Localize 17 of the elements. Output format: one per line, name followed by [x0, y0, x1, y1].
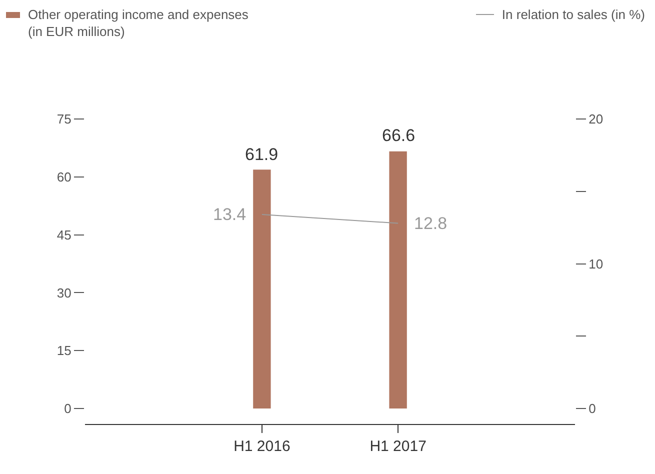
y-tick-label: 60 — [56, 169, 72, 184]
y-tick-label: 0 — [64, 401, 72, 416]
data-label: 12.8 — [414, 214, 448, 233]
data-label: 66.6 — [382, 126, 416, 145]
y-tick-label: 75 — [56, 112, 72, 127]
y-tick-label: 45 — [56, 227, 72, 242]
data-label: 61.9 — [245, 145, 278, 164]
y-tick-label: 15 — [56, 343, 72, 358]
x-tick-label: H1 2017 — [370, 438, 426, 455]
data-label: 13.4 — [213, 205, 246, 224]
x-tick-label: H1 2016 — [234, 438, 290, 455]
y2-tick-label: 10 — [588, 256, 604, 272]
y2-tick-label: 0 — [588, 401, 596, 416]
y-tick-label: 30 — [56, 285, 72, 300]
legend-label: In relation to sales (in %) — [502, 6, 645, 23]
y2-tick-label: 20 — [588, 112, 604, 127]
legend-label: Other operating income and expenses (in EUR millions) — [28, 6, 248, 40]
